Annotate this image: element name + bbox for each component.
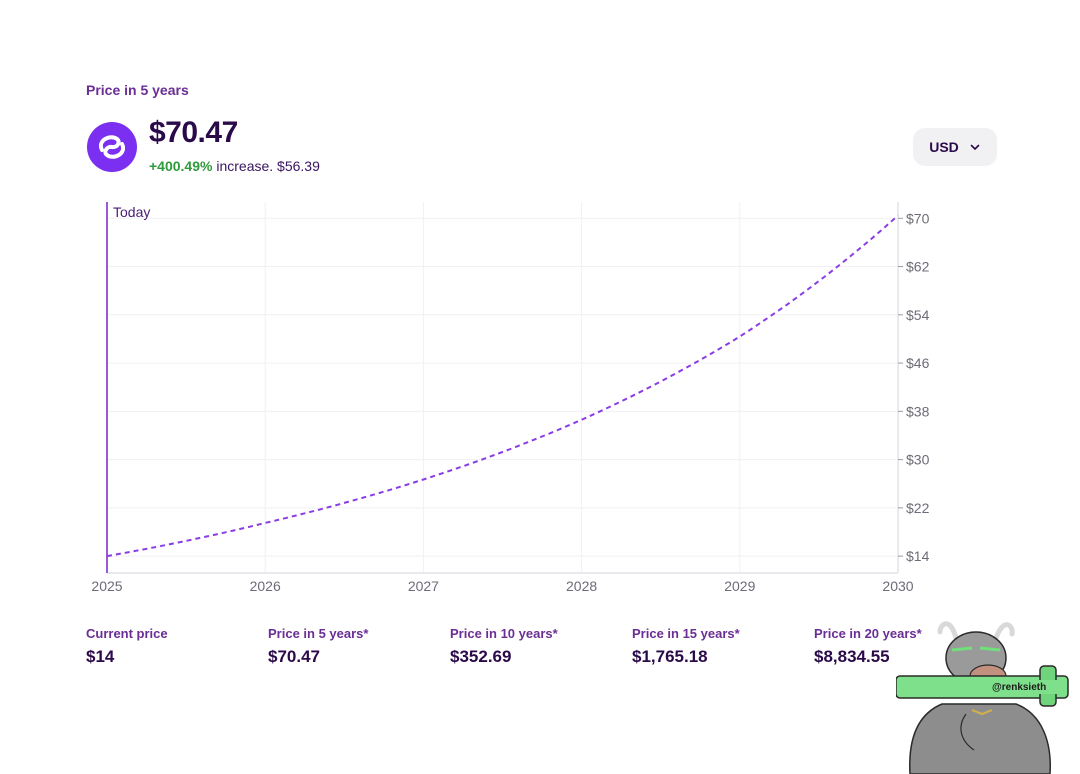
data-point	[105, 554, 109, 558]
mascot-sticker: @renksieth	[896, 621, 1069, 774]
stat-label: Price in 5 years*	[268, 626, 369, 641]
change-text: increase. $56.39	[216, 158, 320, 174]
today-label: Today	[113, 204, 150, 220]
y-tick-label: $30	[906, 452, 930, 468]
stat-label: Price in 10 years*	[450, 626, 558, 641]
stat-current-price: Current price $14	[86, 626, 168, 667]
x-tick-label: 2027	[408, 578, 439, 594]
period-label: Price in 5 years	[86, 82, 189, 98]
stat-price-15y: Price in 15 years* $1,765.18	[632, 626, 740, 667]
price-change: +400.49% increase. $56.39	[149, 158, 320, 174]
data-point	[896, 213, 900, 217]
chevron-down-icon	[970, 144, 980, 150]
y-tick-label: $22	[906, 500, 930, 516]
y-tick-label: $54	[906, 307, 930, 323]
data-point	[580, 418, 584, 422]
data-point	[738, 335, 742, 339]
stat-value: $352.69	[450, 647, 512, 666]
x-tick-label: 2026	[250, 578, 281, 594]
x-tick-label: 2030	[882, 578, 913, 594]
stat-label: Price in 15 years*	[632, 626, 740, 641]
y-tick-label: $14	[906, 548, 930, 564]
stat-value: $70.47	[268, 647, 320, 666]
change-percent: +400.49%	[149, 158, 213, 174]
forecast-line	[106, 214, 899, 558]
token-logo-icon	[98, 135, 126, 159]
stat-value: $1,765.18	[632, 647, 708, 666]
data-point	[421, 477, 425, 481]
stat-label: Current price	[86, 626, 168, 641]
stat-value: $8,834.55	[814, 647, 890, 666]
price-headline: $70.47	[149, 116, 238, 149]
stat-label: Price in 20 years*	[814, 626, 922, 641]
y-tick-label: $46	[906, 355, 930, 371]
stat-price-20y: Price in 20 years* $8,834.55	[814, 626, 922, 667]
x-tick-label: 2028	[566, 578, 597, 594]
currency-label: USD	[929, 139, 959, 155]
stat-value: $14	[86, 647, 115, 666]
watermark-text: @renksieth	[992, 682, 1046, 693]
x-tick-label: 2025	[91, 578, 122, 594]
x-tick-label: 2029	[724, 578, 755, 594]
y-tick-label: $38	[906, 403, 930, 419]
token-logo	[87, 122, 137, 172]
currency-select[interactable]: USD	[913, 128, 997, 166]
stat-price-10y: Price in 10 years* $352.69	[450, 626, 558, 667]
y-tick-label: $70	[906, 210, 930, 226]
stats-row: Current price $14 Price in 5 years* $70.…	[0, 626, 1080, 686]
data-point	[263, 521, 267, 525]
stat-price-5y: Price in 5 years* $70.47	[268, 626, 368, 667]
y-tick-label: $62	[906, 259, 930, 275]
